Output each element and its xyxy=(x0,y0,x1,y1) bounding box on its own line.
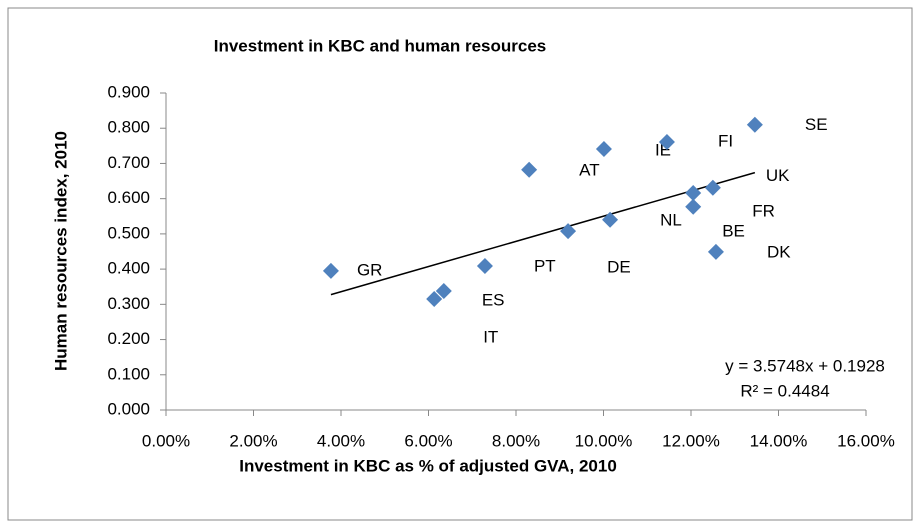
point xyxy=(595,141,612,158)
y-tick-label: 0.700 xyxy=(107,153,150,172)
y-tick-label: 0.900 xyxy=(107,82,150,101)
point-label: SE xyxy=(805,115,828,134)
y-tick-label: 0.600 xyxy=(107,188,150,207)
x-tick-label: 2.00% xyxy=(229,431,277,450)
point-label: DK xyxy=(767,242,791,261)
point-label: UK xyxy=(766,166,790,185)
y-tick-label: 0.200 xyxy=(107,329,150,348)
x-tick-label: 14.00% xyxy=(750,431,808,450)
point-label: GR xyxy=(357,260,383,279)
point xyxy=(322,262,339,279)
x-axis-title: Investment in KBC as % of adjusted GVA, … xyxy=(239,456,617,475)
chart-border xyxy=(7,7,913,521)
point-label: DE xyxy=(607,258,631,277)
point-label: FI xyxy=(718,131,733,150)
point-label: BE xyxy=(722,221,745,240)
y-tick-label: 0.300 xyxy=(107,294,150,313)
point-label: PT xyxy=(534,256,556,275)
point xyxy=(746,116,763,133)
x-tick-label: 10.00% xyxy=(575,431,633,450)
point xyxy=(560,223,577,240)
point xyxy=(521,161,538,178)
point xyxy=(476,257,493,274)
x-tick-label: 8.00% xyxy=(492,431,540,450)
trend-r-squared: R² = 0.4484 xyxy=(740,381,829,400)
x-tick-label: 4.00% xyxy=(317,431,365,450)
point xyxy=(602,211,619,228)
point xyxy=(685,198,702,215)
point-label: NL xyxy=(660,210,682,229)
x-tick-label: 0.00% xyxy=(142,431,190,450)
point xyxy=(658,133,675,150)
point xyxy=(426,291,443,308)
point-label: FR xyxy=(752,202,775,221)
point xyxy=(704,179,721,196)
y-tick-label: 0.100 xyxy=(107,364,150,383)
point-label: AT xyxy=(579,160,599,179)
y-tick-label: 0.500 xyxy=(107,223,150,242)
point xyxy=(707,243,724,260)
point-label: IT xyxy=(483,328,498,347)
y-tick-label: 0.800 xyxy=(107,118,150,137)
y-tick-label: 0.000 xyxy=(107,399,150,418)
x-tick-label: 16.00% xyxy=(837,431,895,450)
y-axis-title: Human resources index, 2010 xyxy=(51,131,70,371)
point xyxy=(435,282,452,299)
trendline xyxy=(330,171,756,296)
x-tick-label: 6.00% xyxy=(404,431,452,450)
trend-equation: y = 3.5748x + 0.1928 xyxy=(725,356,885,375)
x-tick-label: 12.00% xyxy=(662,431,720,450)
point xyxy=(685,185,702,202)
point-label: ES xyxy=(482,290,505,309)
y-tick-label: 0.400 xyxy=(107,259,150,278)
chart-title: Investment in KBC and human resources xyxy=(214,36,547,55)
